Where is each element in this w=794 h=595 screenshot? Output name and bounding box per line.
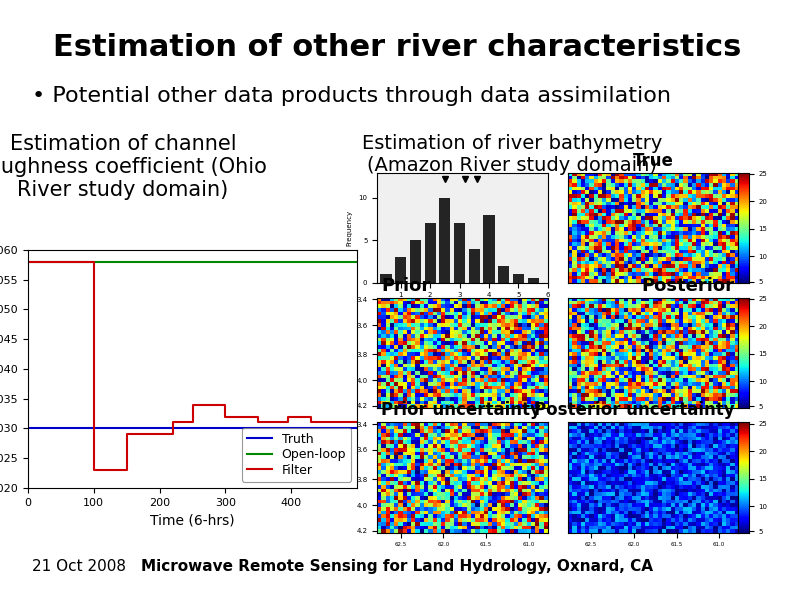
Filter [187, 401, 197, 408]
Filter [283, 419, 293, 426]
Bar [410, 240, 421, 283]
Bar [395, 257, 407, 283]
Text: Microwave Remote Sensing for Land Hydrology, Oxnard, CA: Microwave Remote Sensing for Land Hydrol… [141, 559, 653, 574]
Filter [187, 419, 197, 426]
Filter [353, 419, 362, 426]
Bar [468, 249, 480, 283]
Filter [253, 419, 263, 426]
Truth [24, 425, 33, 432]
Filter [306, 419, 316, 426]
Bar [498, 266, 509, 283]
Filter [89, 466, 98, 474]
Filter [89, 258, 98, 265]
Bar [513, 274, 524, 283]
Filter [168, 431, 178, 438]
Y-axis label: Frequency: Frequency [347, 209, 353, 246]
Filter [23, 258, 33, 265]
Text: Posterior uncertainty: Posterior uncertainty [534, 402, 734, 419]
Text: Prior: Prior [381, 277, 430, 295]
Text: True: True [633, 152, 673, 170]
Filter [121, 431, 131, 438]
Bar [439, 198, 450, 283]
Legend: Truth, Open-loop, Filter: Truth, Open-loop, Filter [241, 428, 351, 481]
Bar [484, 215, 495, 283]
Text: Estimation of other river characteristics: Estimation of other river characteristic… [53, 33, 741, 62]
Open-loop [24, 258, 33, 265]
Text: Posterior: Posterior [642, 277, 734, 295]
X-axis label: Time (6-hrs): Time (6-hrs) [150, 513, 235, 527]
Filter [283, 413, 293, 420]
Bar [380, 274, 391, 283]
Filter [306, 413, 316, 420]
Filter [121, 466, 131, 474]
Line: Filter: Filter [28, 262, 357, 470]
Text: • Potential other data products through data assimilation: • Potential other data products through … [32, 86, 671, 107]
Bar [527, 278, 539, 283]
Filter [168, 419, 178, 426]
Text: Estimation of river bathymetry
(Amazon River study domain): Estimation of river bathymetry (Amazon R… [362, 134, 662, 175]
Open-loop [23, 258, 33, 265]
Text: Estimation of channel
roughness coefficient (Ohio
River study domain): Estimation of channel roughness coeffici… [0, 134, 267, 201]
Filter [253, 413, 263, 420]
X-axis label: Slope (m km$^{-1}$): Slope (m km$^{-1}$) [434, 304, 491, 316]
Filter [221, 401, 230, 408]
Truth [23, 425, 33, 432]
Filter [221, 413, 230, 420]
Bar [454, 223, 465, 283]
Bar [425, 223, 436, 283]
Text: 21 Oct 2008: 21 Oct 2008 [32, 559, 125, 574]
Text: Prior uncertainty: Prior uncertainty [381, 402, 541, 419]
